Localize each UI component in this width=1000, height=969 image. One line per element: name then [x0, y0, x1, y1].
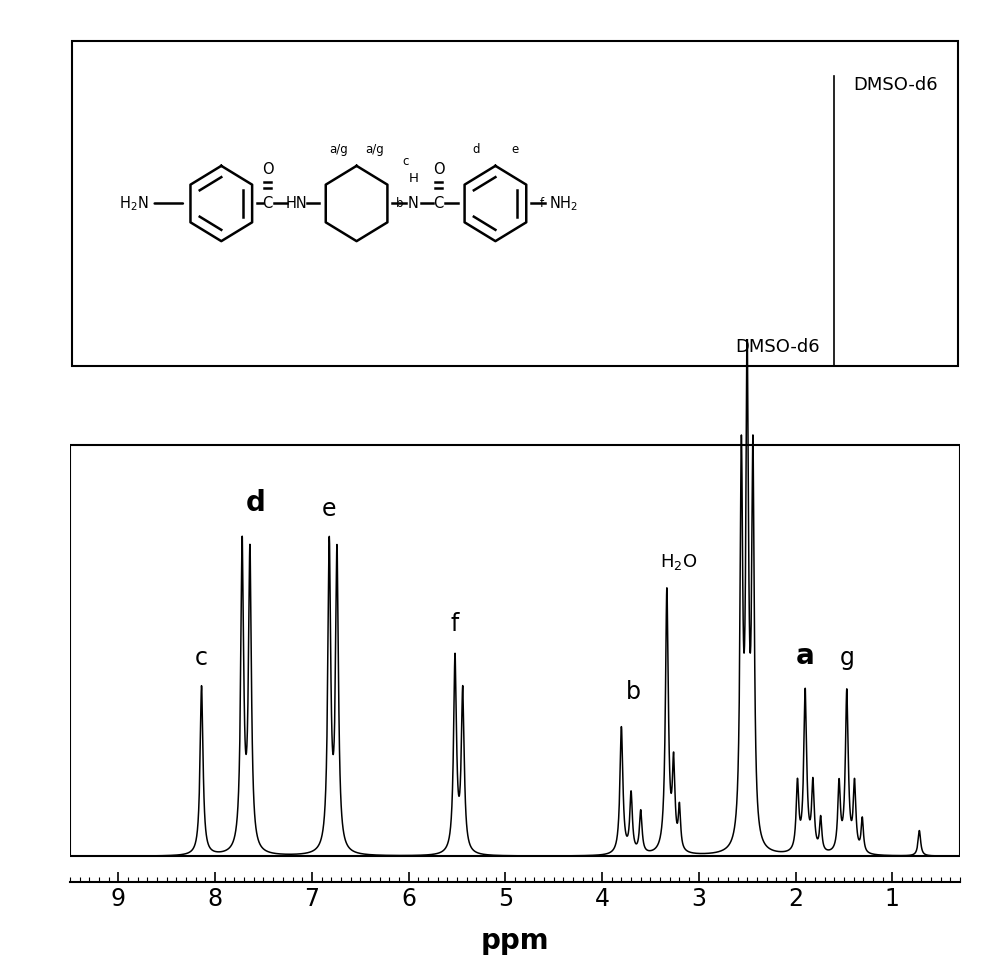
Text: N: N — [408, 196, 419, 211]
Text: c: c — [195, 645, 208, 670]
Text: C: C — [262, 196, 273, 211]
Text: HN: HN — [285, 196, 307, 211]
Text: DMSO-d6: DMSO-d6 — [736, 338, 820, 357]
Bar — [70, 445, 960, 857]
Text: e: e — [511, 143, 519, 156]
Text: DMSO-d6: DMSO-d6 — [853, 77, 938, 94]
Text: a/g: a/g — [329, 143, 348, 156]
Text: f: f — [451, 611, 459, 636]
Text: C: C — [433, 196, 444, 211]
Text: b: b — [626, 679, 641, 703]
Text: O: O — [262, 162, 273, 177]
Text: H: H — [409, 172, 418, 185]
Text: d: d — [472, 143, 480, 156]
Text: c: c — [402, 155, 409, 168]
Text: O: O — [433, 162, 444, 177]
X-axis label: ppm: ppm — [481, 927, 549, 955]
Text: NH$_2$: NH$_2$ — [549, 194, 578, 213]
Text: g: g — [839, 645, 854, 670]
Text: H$_2$O: H$_2$O — [660, 552, 697, 573]
Text: a: a — [796, 641, 815, 670]
Text: H$_2$N: H$_2$N — [119, 194, 148, 213]
Text: e: e — [322, 497, 337, 521]
Text: b: b — [396, 197, 403, 210]
Text: d: d — [246, 489, 266, 517]
Text: a/g: a/g — [365, 143, 384, 156]
Text: f: f — [540, 197, 544, 210]
